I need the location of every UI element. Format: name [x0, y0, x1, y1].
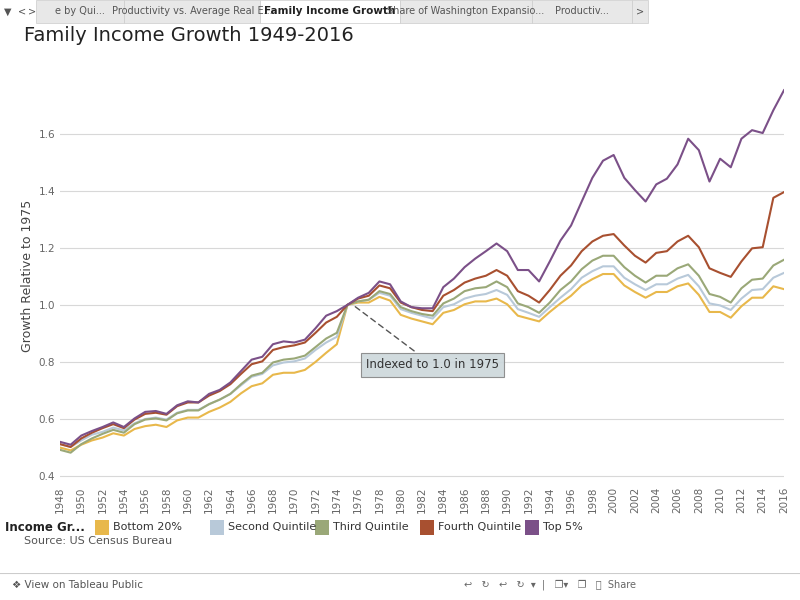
Text: ▼: ▼ [4, 7, 11, 16]
Text: Family Income Growth: Family Income Growth [264, 7, 396, 16]
FancyBboxPatch shape [260, 0, 400, 23]
Text: e by Qui...: e by Qui... [55, 7, 105, 16]
Text: Share of Washington Expansio...: Share of Washington Expansio... [387, 7, 545, 16]
Y-axis label: Growth Relative to 1975: Growth Relative to 1975 [22, 200, 34, 352]
FancyBboxPatch shape [36, 0, 124, 23]
Text: Third Quintile: Third Quintile [333, 523, 409, 532]
Text: <: < [18, 7, 26, 16]
Bar [95, 520, 109, 535]
Text: >: > [28, 7, 36, 16]
FancyBboxPatch shape [124, 0, 260, 23]
FancyBboxPatch shape [400, 0, 532, 23]
Text: Productiv...: Productiv... [555, 7, 609, 16]
FancyBboxPatch shape [532, 0, 632, 23]
Bar [210, 520, 224, 535]
FancyBboxPatch shape [632, 0, 648, 23]
Text: ❖ View on Tableau Public: ❖ View on Tableau Public [12, 580, 143, 590]
Text: >: > [636, 7, 644, 16]
Text: Income Gr...: Income Gr... [5, 521, 85, 534]
Bar [420, 520, 434, 535]
Text: Productivity vs. Average Real E...: Productivity vs. Average Real E... [112, 7, 272, 16]
Text: Second Quintile: Second Quintile [228, 523, 316, 532]
Bar [315, 520, 329, 535]
Text: Source: US Census Bureau: Source: US Census Bureau [24, 536, 172, 546]
Text: Top 5%: Top 5% [543, 523, 582, 532]
Text: Bottom 20%: Bottom 20% [113, 523, 182, 532]
Text: Fourth Quintile: Fourth Quintile [438, 523, 521, 532]
Text: ↩   ↻   ↩   ↻  ▾  |   ❐▾   ❐   ⎋  Share: ↩ ↻ ↩ ↻ ▾ | ❐▾ ❐ ⎋ Share [464, 580, 636, 590]
Bar [525, 520, 539, 535]
Text: Indexed to 1.0 in 1975: Indexed to 1.0 in 1975 [355, 307, 499, 371]
Text: Family Income Growth 1949-2016: Family Income Growth 1949-2016 [24, 26, 354, 45]
